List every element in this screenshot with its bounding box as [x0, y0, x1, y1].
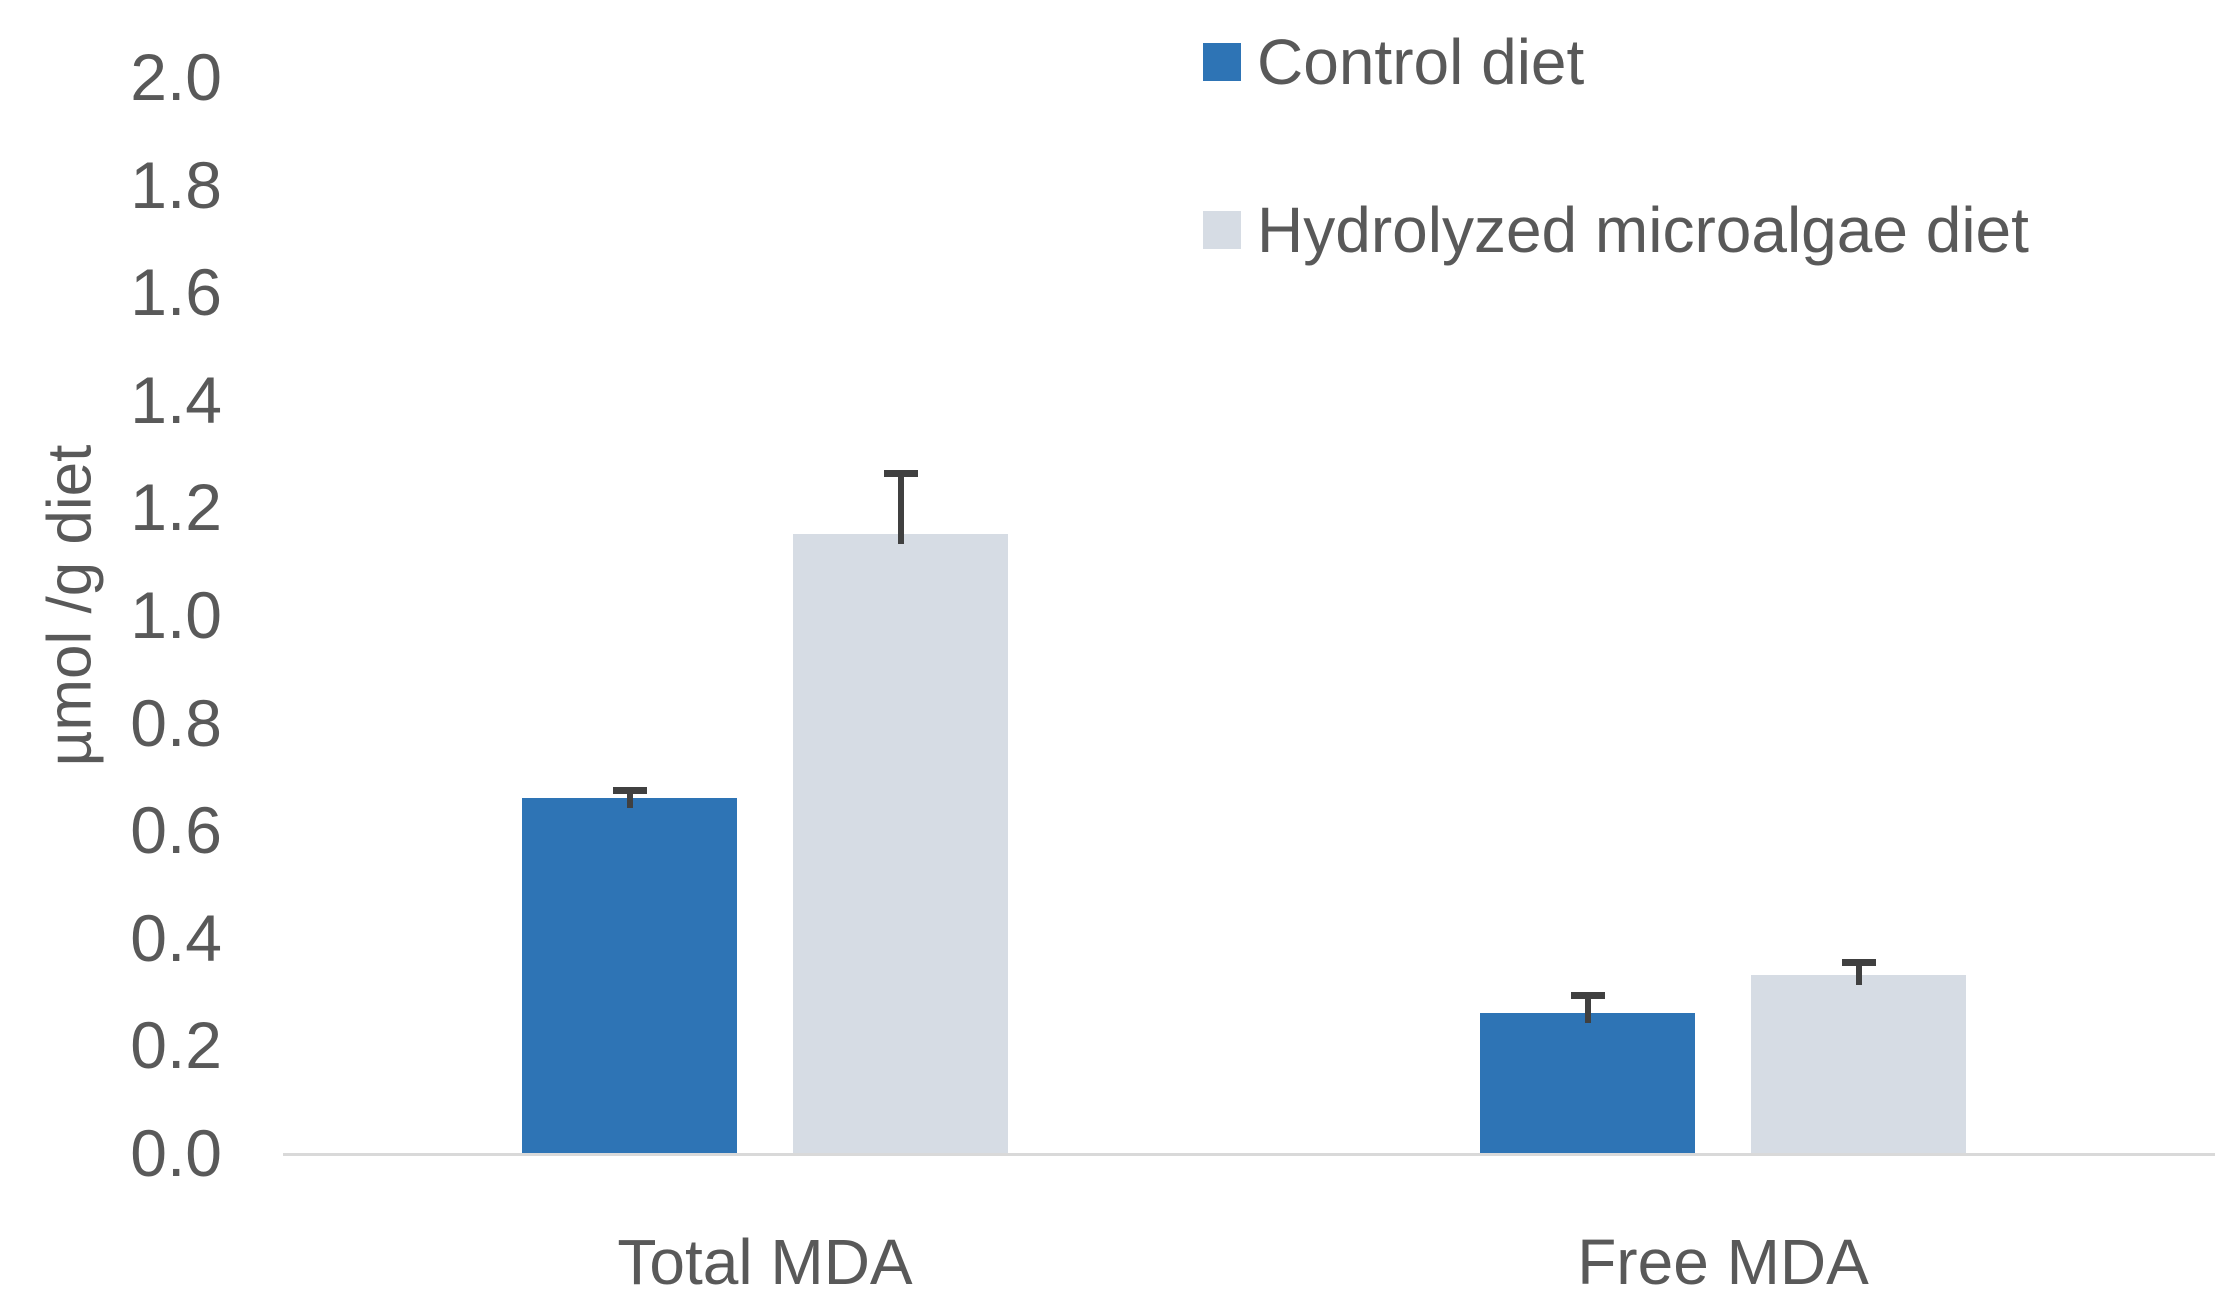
error-bar-cap: [612, 787, 647, 794]
error-bar-line: [897, 470, 904, 544]
error-bar-cap: [883, 470, 918, 477]
y-axis-tick-label: 1.8: [130, 148, 222, 222]
x-axis-line: [283, 1153, 2215, 1156]
bar-hydrolyzed-total-mda: [793, 534, 1008, 1153]
bar-control-free-mda: [1480, 1013, 1695, 1153]
y-axis-tick-label: 1.4: [130, 363, 222, 437]
y-axis-tick-label: 0.4: [130, 901, 222, 975]
y-axis-tick-label: 1.0: [130, 578, 222, 652]
y-axis-tick-label: 0.6: [130, 793, 222, 867]
legend-label: Control diet: [1257, 26, 1585, 98]
legend-swatch-icon: [1203, 211, 1241, 249]
y-axis-tick-label: 0.0: [130, 1116, 222, 1190]
y-axis-tick-label: 0.2: [130, 1008, 222, 1082]
x-axis-category-label: Total MDA: [617, 1226, 913, 1298]
x-axis-category-label: Free MDA: [1577, 1226, 1869, 1298]
bar-hydrolyzed-free-mda: [1751, 975, 1966, 1153]
legend-item: Hydrolyzed microalgae diet: [1203, 192, 2029, 268]
legend-swatch-icon: [1203, 43, 1241, 81]
error-bar-line: [1855, 959, 1862, 985]
y-axis-tick-label: 1.2: [130, 470, 222, 544]
y-axis-tick-label: 1.6: [130, 255, 222, 329]
error-bar-cap: [1570, 992, 1605, 999]
bar-control-total-mda: [522, 798, 737, 1153]
legend-item: Control diet: [1203, 24, 1584, 100]
error-bar-line: [1584, 992, 1591, 1023]
error-bar-line: [626, 787, 633, 808]
legend-label: Hydrolyzed microalgae diet: [1257, 194, 2029, 266]
error-bar-cap: [1841, 959, 1876, 966]
y-axis-tick-label: 2.0: [130, 40, 222, 114]
y-axis-tick-label: 0.8: [130, 686, 222, 760]
